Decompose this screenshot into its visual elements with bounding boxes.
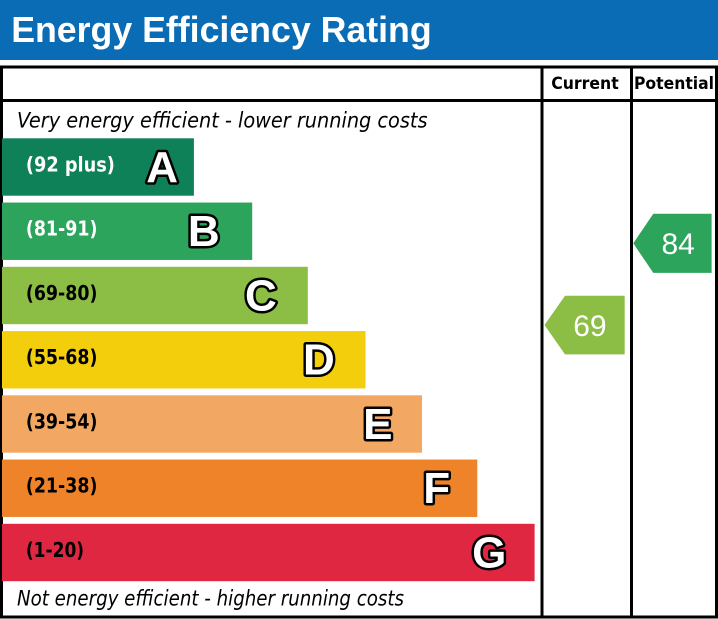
svg-text:Energy Efficiency Rating: Energy Efficiency Rating (11, 10, 431, 50)
svg-text:F: F (423, 464, 450, 513)
svg-text:A: A (146, 143, 178, 192)
svg-text:(69-80): (69-80) (26, 281, 98, 305)
svg-text:69: 69 (573, 310, 606, 343)
svg-text:(1-20): (1-20) (26, 538, 84, 562)
svg-text:Potential: Potential (634, 74, 714, 94)
svg-text:(39-54): (39-54) (26, 409, 98, 433)
svg-text:D: D (303, 336, 335, 385)
svg-text:Current: Current (551, 74, 619, 94)
svg-text:G: G (472, 528, 506, 577)
svg-text:84: 84 (662, 228, 695, 261)
svg-text:Not energy efficient - higher: Not energy efficient - higher running co… (17, 587, 404, 611)
svg-text:(81-91): (81-91) (26, 217, 98, 241)
svg-text:(55-68): (55-68) (26, 345, 98, 369)
svg-text:(21-38): (21-38) (26, 474, 98, 498)
svg-text:E: E (363, 400, 392, 449)
svg-text:C: C (245, 271, 277, 320)
svg-text:Very energy efficient - lower: Very energy efficient - lower running co… (17, 108, 428, 132)
svg-text:(92 plus): (92 plus) (26, 152, 115, 176)
svg-text:B: B (188, 207, 220, 256)
